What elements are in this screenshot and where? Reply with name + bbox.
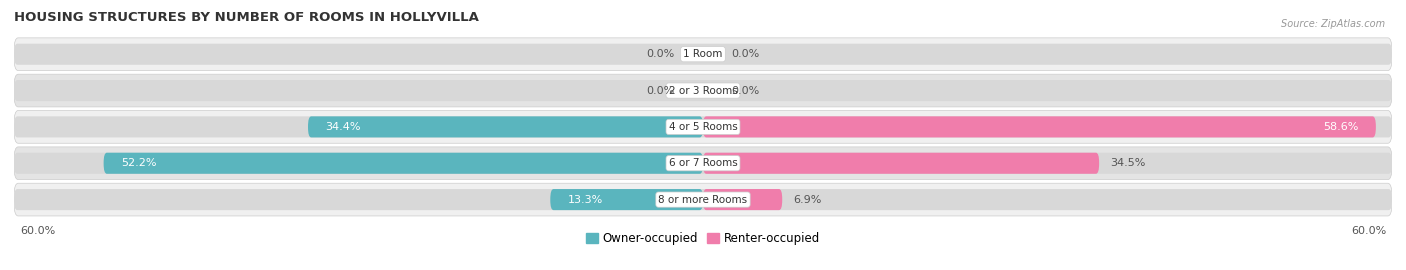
FancyBboxPatch shape (14, 147, 1392, 180)
FancyBboxPatch shape (703, 116, 1376, 137)
FancyBboxPatch shape (14, 80, 1392, 101)
FancyBboxPatch shape (14, 116, 1392, 137)
Text: 0.0%: 0.0% (645, 86, 675, 96)
Text: 1 Room: 1 Room (683, 49, 723, 59)
Legend: Owner-occupied, Renter-occupied: Owner-occupied, Renter-occupied (581, 227, 825, 249)
Text: 52.2%: 52.2% (121, 158, 156, 168)
Text: 13.3%: 13.3% (568, 195, 603, 205)
FancyBboxPatch shape (14, 183, 1392, 216)
FancyBboxPatch shape (14, 74, 1392, 107)
Text: 34.5%: 34.5% (1111, 158, 1146, 168)
FancyBboxPatch shape (14, 189, 1392, 210)
Text: 58.6%: 58.6% (1323, 122, 1358, 132)
FancyBboxPatch shape (550, 189, 703, 210)
FancyBboxPatch shape (14, 153, 1392, 174)
Text: HOUSING STRUCTURES BY NUMBER OF ROOMS IN HOLLYVILLA: HOUSING STRUCTURES BY NUMBER OF ROOMS IN… (14, 11, 479, 24)
Text: 2 or 3 Rooms: 2 or 3 Rooms (669, 86, 737, 96)
FancyBboxPatch shape (703, 189, 782, 210)
Text: Source: ZipAtlas.com: Source: ZipAtlas.com (1281, 19, 1385, 29)
Text: 6 or 7 Rooms: 6 or 7 Rooms (669, 158, 737, 168)
FancyBboxPatch shape (308, 116, 703, 137)
Text: 60.0%: 60.0% (1351, 226, 1386, 236)
FancyBboxPatch shape (104, 153, 703, 174)
Text: 6.9%: 6.9% (794, 195, 823, 205)
FancyBboxPatch shape (14, 44, 1392, 65)
Text: 34.4%: 34.4% (325, 122, 361, 132)
Text: 0.0%: 0.0% (645, 49, 675, 59)
Text: 60.0%: 60.0% (20, 226, 55, 236)
Text: 0.0%: 0.0% (731, 86, 761, 96)
Text: 8 or more Rooms: 8 or more Rooms (658, 195, 748, 205)
FancyBboxPatch shape (14, 110, 1392, 143)
FancyBboxPatch shape (703, 153, 1099, 174)
FancyBboxPatch shape (14, 38, 1392, 70)
Text: 4 or 5 Rooms: 4 or 5 Rooms (669, 122, 737, 132)
Text: 0.0%: 0.0% (731, 49, 761, 59)
